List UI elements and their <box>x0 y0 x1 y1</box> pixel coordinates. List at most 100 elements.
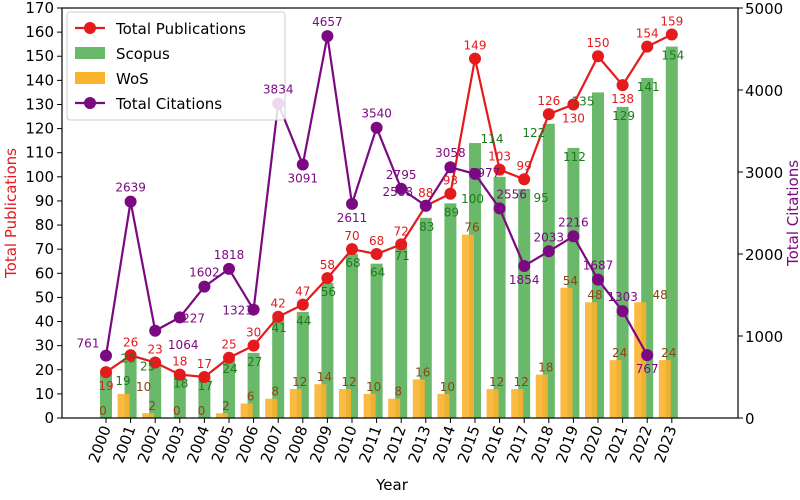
publications-data-label: 93 <box>443 174 458 188</box>
scopus-data-label: 17 <box>198 379 213 393</box>
scopus-data-label: 89 <box>444 205 459 219</box>
legend-patch <box>75 72 105 84</box>
wos-data-label: 10 <box>440 380 455 394</box>
plot-frame <box>61 7 739 419</box>
wos-bar <box>314 384 327 418</box>
left-tick-label: 130 <box>25 95 54 113</box>
total-citations-point <box>469 167 481 180</box>
total-citations-point <box>567 230 580 243</box>
total-citations-point <box>444 161 457 174</box>
scopus-bar <box>370 263 383 418</box>
publications-data-label: 154 <box>636 27 659 41</box>
scopus-data-label: 27 <box>247 355 262 369</box>
right-tick-label: 1000 <box>745 328 783 346</box>
scopus-bar <box>616 106 629 418</box>
scopus-bar <box>444 203 457 418</box>
publications-data-label: 149 <box>464 39 487 53</box>
scopus-data-label: 112 <box>563 150 586 164</box>
scopus-data-label: 122 <box>522 126 545 140</box>
publications-data-label: 30 <box>246 326 261 340</box>
scopus-data-label: 44 <box>296 314 311 328</box>
wos-bar <box>486 389 499 418</box>
left-tick-label: 70 <box>35 240 54 258</box>
total-citations-point <box>321 30 334 43</box>
scopus-bar <box>198 377 211 418</box>
citations-data-label: 2588 <box>383 185 414 199</box>
wos-bar <box>216 413 228 418</box>
citations-data-label: 2216 <box>558 215 589 229</box>
wos-data-label: 10 <box>136 380 151 394</box>
publications-data-label: 25 <box>221 338 236 352</box>
right-tick-label: 2000 <box>745 246 783 264</box>
left-tick-label: 110 <box>25 144 54 162</box>
left-tick-label: 10 <box>35 385 54 403</box>
citations-data-label: 2556 <box>496 187 527 201</box>
left-tick-label: 80 <box>35 216 54 234</box>
total-citations-point <box>518 259 531 272</box>
wos-bar <box>265 398 278 418</box>
left-tick-label: 50 <box>35 288 54 306</box>
scopus-bar <box>518 188 531 418</box>
wos-data-label: 2 <box>222 399 230 413</box>
wos-data-label: 48 <box>587 288 602 302</box>
total-citations-point <box>592 273 604 286</box>
wos-data-label: 12 <box>514 375 529 389</box>
x-axis-label: Year <box>375 476 409 494</box>
publications-data-label: 99 <box>517 159 532 173</box>
left-tick-label: 40 <box>35 313 54 331</box>
total-citations-point <box>641 349 654 362</box>
citations-data-label: 2795 <box>386 168 417 182</box>
wos-bar <box>437 393 450 418</box>
wos-data-label: 0 <box>99 404 107 418</box>
wos-bar <box>363 393 376 418</box>
legend-label: Total Citations <box>115 95 222 113</box>
publications-data-label: 42 <box>271 297 286 311</box>
scopus-data-label: 18 <box>173 377 188 391</box>
total-publications-point <box>173 368 186 381</box>
publications-data-label: 26 <box>123 335 138 349</box>
total-publications-point <box>469 52 481 65</box>
total-publications-point <box>149 356 162 369</box>
scopus-bar <box>173 374 186 418</box>
total-citations-point <box>100 349 112 362</box>
scopus-data-label: 64 <box>370 266 385 280</box>
scopus-data-label: 25 <box>140 360 155 374</box>
wos-bar <box>634 302 647 418</box>
left-tick-label: 170 <box>25 0 54 17</box>
wos-data-label: 0 <box>198 404 206 418</box>
publications-data-label: 88 <box>418 186 433 200</box>
citations-data-label: 3540 <box>361 107 392 121</box>
wos-data-label: 8 <box>394 385 402 399</box>
total-citations-point <box>419 199 432 212</box>
legend-marker <box>84 97 96 109</box>
wos-data-label: 54 <box>563 274 578 288</box>
left-tick-label: 140 <box>25 71 54 89</box>
citations-data-label: 1227 <box>175 311 206 325</box>
publications-data-label: 130 <box>562 111 585 125</box>
left-tick-label: 120 <box>25 120 54 138</box>
citations-data-label: 2977 <box>470 166 501 180</box>
wos-data-label: 12 <box>489 375 504 389</box>
scopus-data-label: 41 <box>272 321 287 335</box>
wos-data-label: 12 <box>341 375 356 389</box>
citations-data-label: 2611 <box>337 211 368 225</box>
wos-data-label: 14 <box>317 370 332 384</box>
citations-data-label: 1818 <box>214 248 245 262</box>
total-citations-point <box>296 158 309 171</box>
total-citations-point <box>542 245 555 258</box>
scopus-data-label: 24 <box>222 362 237 376</box>
wos-data-label: 24 <box>661 346 676 360</box>
scopus-bar <box>346 254 358 418</box>
total-publications-point <box>665 28 678 41</box>
scopus-data-label: 23 <box>121 352 136 366</box>
wos-bar <box>585 302 597 418</box>
scopus-data-label: 56 <box>321 285 336 299</box>
scopus-bar <box>542 123 555 418</box>
total-citations-point <box>346 197 358 210</box>
wos-bar <box>240 403 253 418</box>
scopus-bar <box>247 352 260 418</box>
left-tick-label: 150 <box>25 47 54 65</box>
total-publications-point <box>542 108 555 121</box>
publications-data-label: 47 <box>295 285 310 299</box>
wos-bar <box>388 398 401 418</box>
